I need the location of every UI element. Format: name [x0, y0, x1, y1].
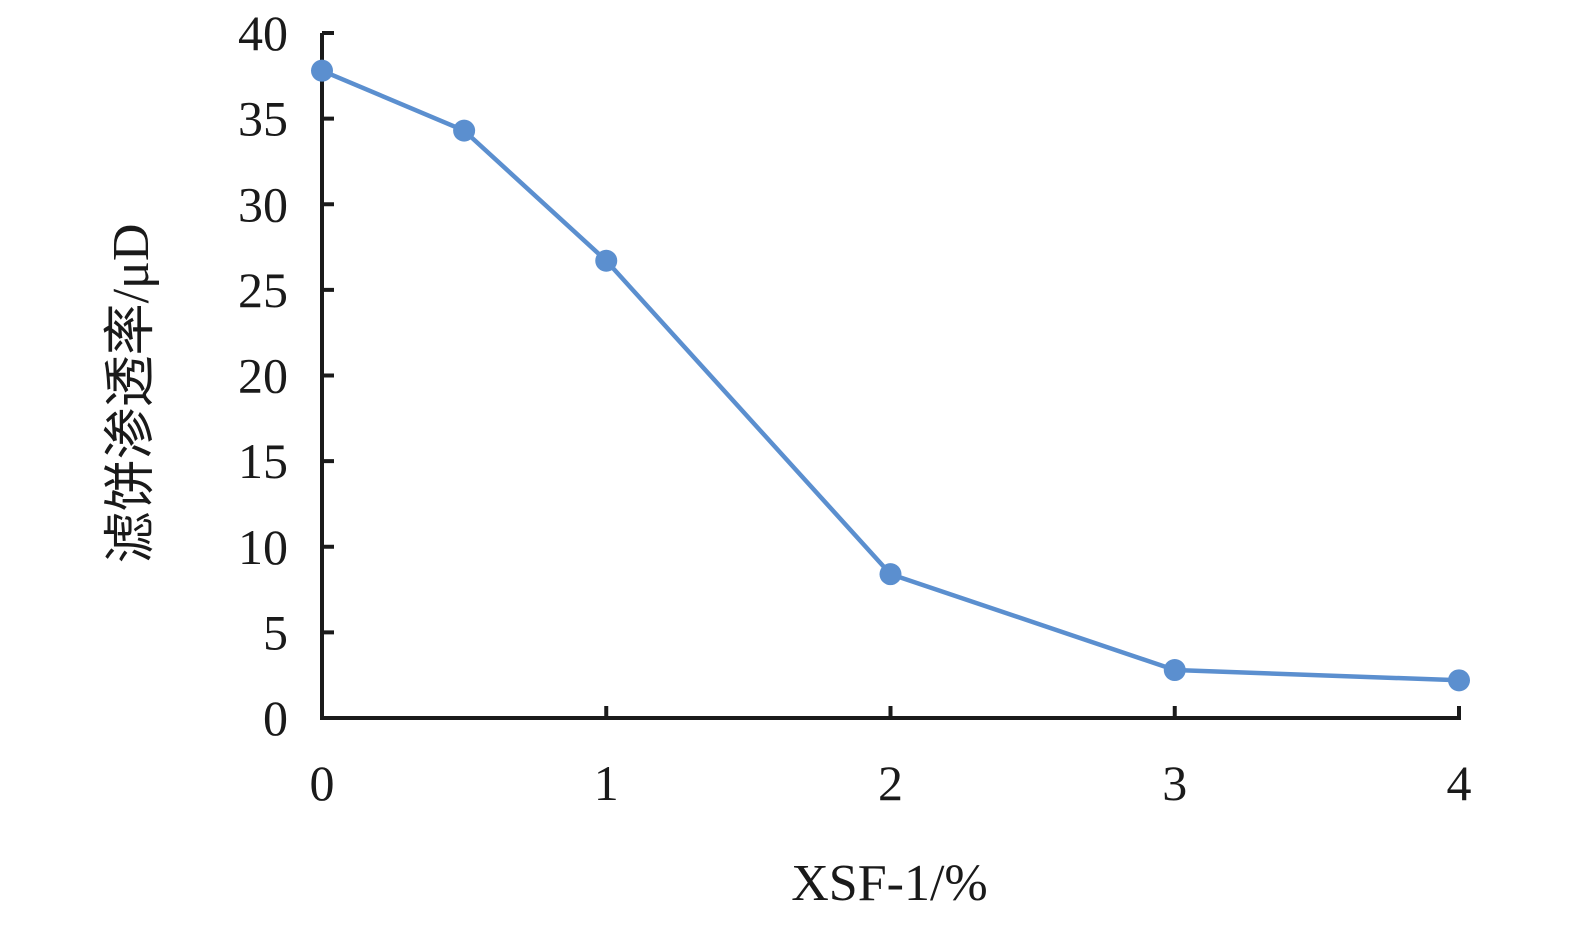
data-point [595, 249, 618, 272]
y-ticks: 0 5 10 15 20 25 30 35 40 [238, 5, 334, 746]
y-tick-label: 40 [238, 5, 288, 61]
x-ticks: 0 1 2 3 4 [310, 706, 1472, 811]
x-tick-label: 4 [1447, 755, 1472, 811]
y-tick-label: 25 [238, 262, 288, 318]
x-axis-title: XSF-1/% [791, 855, 987, 912]
y-tick-label: 30 [238, 176, 288, 232]
series [311, 59, 1470, 692]
y-tick-label: 10 [238, 519, 288, 575]
data-point [453, 119, 476, 142]
data-point [1448, 669, 1470, 692]
y-tick-label: 15 [238, 433, 288, 489]
x-tick-label: 0 [310, 755, 335, 811]
y-tick-label: 35 [238, 91, 288, 147]
data-point [1163, 659, 1186, 682]
x-tick-label: 2 [878, 755, 903, 811]
data-point [879, 563, 902, 586]
data-point [311, 59, 333, 82]
series-line [319, 68, 1462, 683]
x-tick-label: 3 [1162, 755, 1187, 811]
y-axis-title: 滤饼渗透率/μD [103, 224, 160, 564]
axes [320, 33, 1461, 720]
x-tick-label: 1 [594, 755, 619, 811]
y-tick-label: 0 [263, 690, 288, 746]
y-tick-label: 20 [238, 348, 288, 404]
y-tick-label: 5 [263, 604, 288, 660]
